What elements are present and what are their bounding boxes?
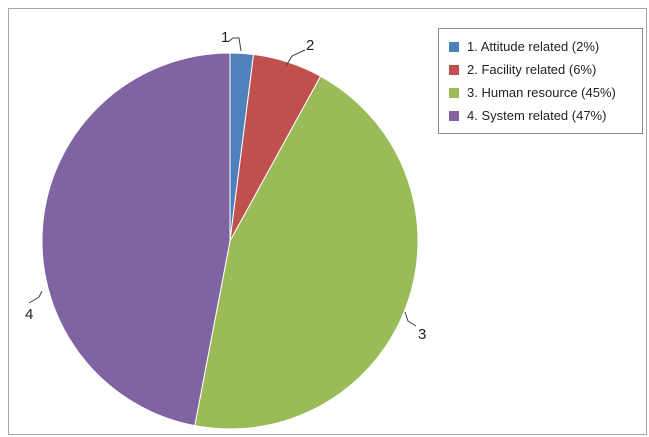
slice-label-attitude: 1 — [221, 29, 229, 46]
leader-line-human-resource — [404, 311, 417, 327]
legend-swatch-attitude — [449, 41, 459, 52]
legend-label-human-resource: 3. Human resource (45%) — [467, 85, 616, 100]
slice-label-system: 4 — [25, 306, 33, 323]
pie-slice-human-resource — [194, 75, 419, 430]
legend-swatch-system — [449, 110, 459, 121]
chart-legend: 1. Attitude related (2%) 2. Facility rel… — [438, 28, 643, 134]
legend-label-attitude: 1. Attitude related (2%) — [467, 39, 600, 54]
legend-item-system: 4. System related (47%) — [449, 104, 642, 127]
chart-area: 1 2 3 4 1. Attitude related (2%) 2. Facilit… — [8, 8, 647, 435]
slice-label-facility: 2 — [306, 37, 314, 54]
legend-item-human-resource: 3. Human resource (45%) — [449, 81, 642, 104]
leader-line-attitude — [227, 37, 242, 52]
pie-chart: 1 2 3 4 — [25, 29, 426, 430]
legend-label-facility: 2. Facility related (6%) — [467, 62, 597, 77]
slice-label-human-resource: 3 — [418, 326, 426, 343]
legend-swatch-human-resource — [449, 87, 459, 98]
legend-swatch-facility — [449, 64, 459, 75]
legend-label-system: 4. System related (47%) — [467, 108, 607, 123]
leader-line-facility — [285, 49, 306, 67]
pie-slice-system — [41, 52, 231, 427]
legend-item-facility: 2. Facility related (6%) — [449, 58, 642, 81]
legend-item-attitude: 1. Attitude related (2%) — [449, 35, 642, 58]
leader-line-system — [28, 290, 43, 304]
